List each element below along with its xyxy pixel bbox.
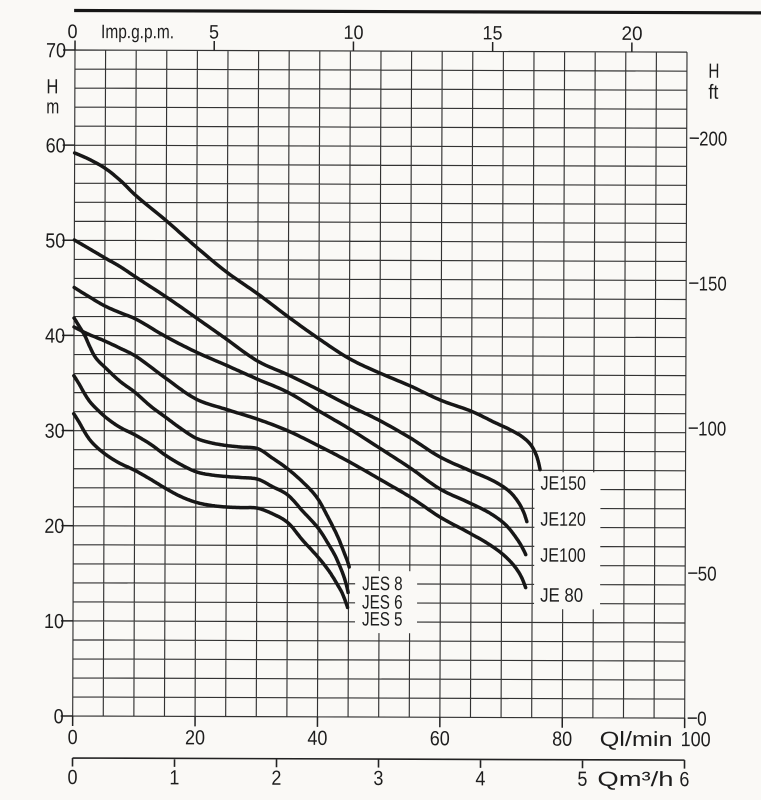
svg-text:JE120: JE120 <box>540 509 586 531</box>
svg-text:200: 200 <box>699 128 727 150</box>
svg-text:5: 5 <box>209 21 219 43</box>
svg-text:Ql/min: Ql/min <box>600 728 673 751</box>
svg-text:H: H <box>46 75 58 98</box>
svg-text:JES 5: JES 5 <box>362 609 403 631</box>
svg-text:70: 70 <box>46 39 66 62</box>
svg-text:100: 100 <box>698 418 726 440</box>
svg-text:100: 100 <box>681 728 711 751</box>
svg-text:Qm³/h: Qm³/h <box>597 768 673 791</box>
svg-text:0: 0 <box>68 726 78 749</box>
svg-text:50: 50 <box>45 229 65 252</box>
svg-text:ft: ft <box>708 81 718 104</box>
svg-text:0: 0 <box>697 708 707 730</box>
svg-text:40: 40 <box>45 325 65 348</box>
svg-text:10: 10 <box>344 22 364 44</box>
svg-text:H: H <box>708 60 719 83</box>
svg-text:0: 0 <box>67 766 77 789</box>
svg-text:0: 0 <box>68 21 78 43</box>
svg-text:JES 8: JES 8 <box>362 573 403 595</box>
svg-text:30: 30 <box>45 420 65 443</box>
svg-text:6: 6 <box>679 768 689 791</box>
svg-text:50: 50 <box>698 563 717 585</box>
svg-text:Imp.g.p.m.: Imp.g.p.m. <box>101 21 174 43</box>
svg-text:2: 2 <box>271 767 281 790</box>
svg-text:60: 60 <box>430 727 450 750</box>
svg-text:15: 15 <box>483 22 503 44</box>
svg-text:10: 10 <box>44 610 64 633</box>
svg-text:150: 150 <box>699 273 727 295</box>
svg-text:3: 3 <box>373 767 383 790</box>
svg-text:JES 6: JES 6 <box>362 592 403 614</box>
svg-text:5: 5 <box>577 768 587 791</box>
svg-text:0: 0 <box>54 705 64 728</box>
svg-text:JE150: JE150 <box>540 473 586 495</box>
svg-text:1: 1 <box>169 766 179 789</box>
svg-text:4: 4 <box>475 767 485 790</box>
svg-text:JE 80: JE 80 <box>540 585 583 607</box>
svg-text:JE100: JE100 <box>540 545 586 567</box>
svg-text:20: 20 <box>622 23 643 45</box>
svg-text:80: 80 <box>552 728 572 751</box>
svg-text:60: 60 <box>46 134 66 157</box>
svg-text:40: 40 <box>307 727 327 750</box>
svg-text:20: 20 <box>185 726 205 749</box>
svg-text:m: m <box>46 95 59 118</box>
svg-text:20: 20 <box>44 515 64 538</box>
